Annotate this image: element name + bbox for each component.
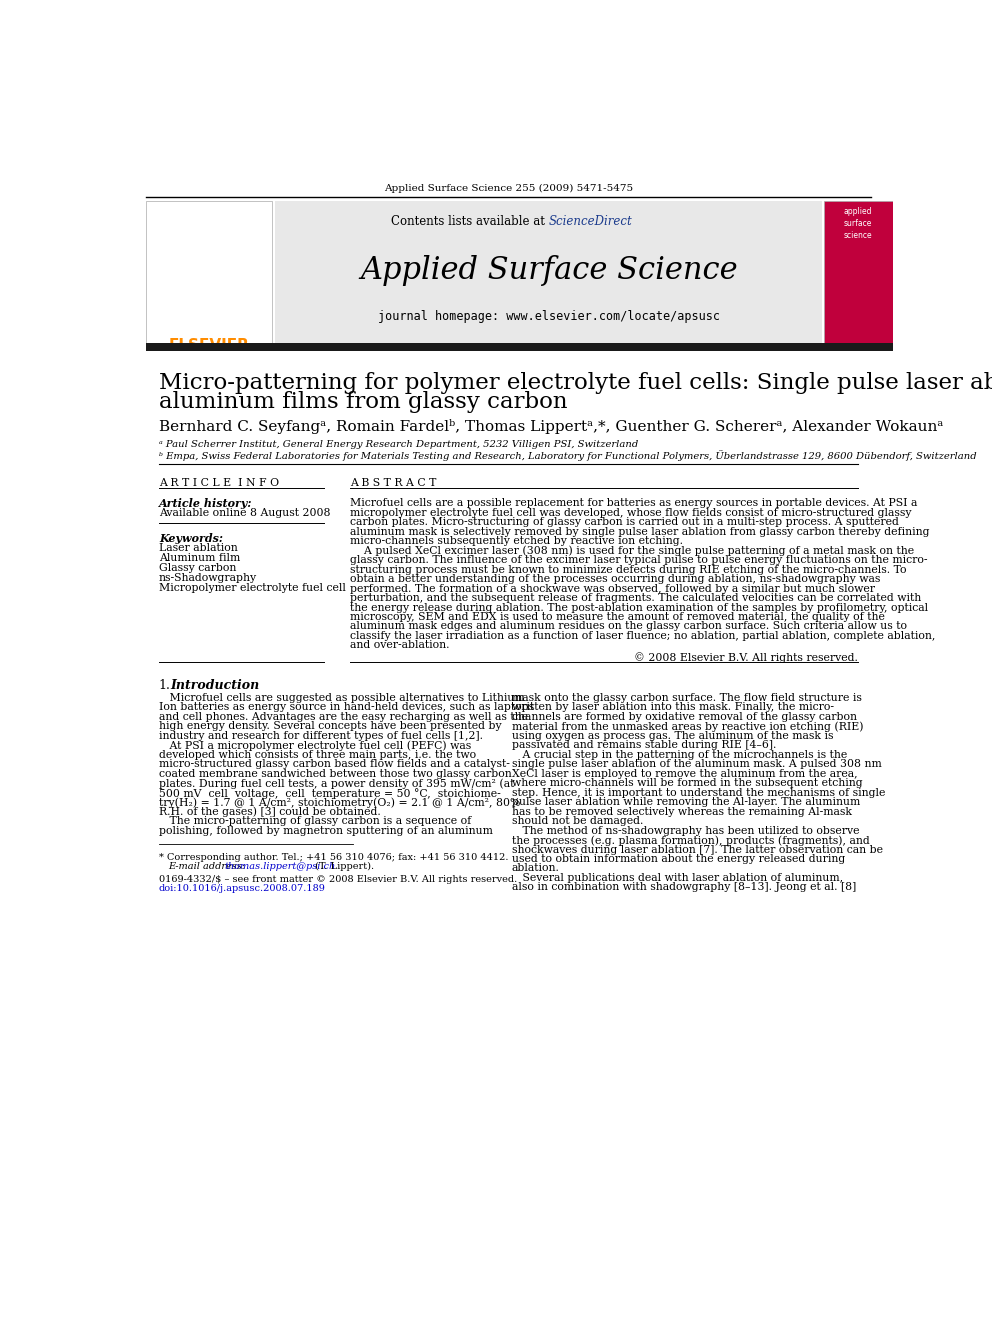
Text: The method of ns-shadowgraphy has been utilized to observe: The method of ns-shadowgraphy has been u…: [512, 826, 859, 836]
Text: XeCl laser is employed to remove the aluminum from the area,: XeCl laser is employed to remove the alu…: [512, 769, 857, 779]
Text: single pulse laser ablation of the aluminum mask. A pulsed 308 nm: single pulse laser ablation of the alumi…: [512, 759, 881, 769]
Text: aluminum mask is selectively removed by single pulse laser ablation from glassy : aluminum mask is selectively removed by …: [350, 527, 930, 537]
Text: A B S T R A C T: A B S T R A C T: [350, 479, 436, 488]
Text: Applied Surface Science 255 (2009) 5471-5475: Applied Surface Science 255 (2009) 5471-…: [384, 184, 633, 193]
Bar: [823, 201, 893, 344]
Text: At PSI a micropolymer electrolyte fuel cell (PEFC) was: At PSI a micropolymer electrolyte fuel c…: [159, 741, 471, 751]
Text: Laser ablation: Laser ablation: [159, 542, 238, 553]
Text: Glassy carbon: Glassy carbon: [159, 564, 236, 573]
Text: passivated and remains stable during RIE [4–6].: passivated and remains stable during RIE…: [512, 741, 776, 750]
Text: try(H₂) = 1.7 @ 1 A/cm², stoichiometry(O₂) = 2.1 @ 1 A/cm², 80%: try(H₂) = 1.7 @ 1 A/cm², stoichiometry(O…: [159, 798, 520, 808]
Text: structuring process must be known to minimize defects during RIE etching of the : structuring process must be known to min…: [350, 565, 907, 574]
Text: ScienceDirect: ScienceDirect: [549, 216, 633, 229]
Text: industry and research for different types of fuel cells [1,2].: industry and research for different type…: [159, 730, 483, 741]
Text: 500 mV  cell  voltage,  cell  temperature = 50 °C,  stoichiome-: 500 mV cell voltage, cell temperature = …: [159, 787, 501, 799]
Text: thomas.lippert@psi.ch: thomas.lippert@psi.ch: [225, 863, 336, 871]
Text: developed which consists of three main parts, i.e. the two: developed which consists of three main p…: [159, 750, 476, 759]
Text: material from the unmasked areas by reactive ion etching (RIE): material from the unmasked areas by reac…: [512, 721, 863, 732]
Text: glassy carbon. The influence of the excimer laser typical pulse to pulse energy : glassy carbon. The influence of the exci…: [350, 556, 928, 565]
Text: coated membrane sandwiched between those two glassy carbon: coated membrane sandwiched between those…: [159, 769, 512, 779]
Text: doi:10.1016/j.apsusc.2008.07.189: doi:10.1016/j.apsusc.2008.07.189: [159, 884, 325, 893]
Text: carbon plates. Micro-structuring of glassy carbon is carried out in a multi-step: carbon plates. Micro-structuring of glas…: [350, 517, 899, 528]
Text: Aluminum film: Aluminum film: [159, 553, 240, 564]
Text: Bernhard C. Seyfangᵃ, Romain Fardelᵇ, Thomas Lippertᵃ,*, Guenther G. Schererᵃ, A: Bernhard C. Seyfangᵃ, Romain Fardelᵇ, Th…: [159, 419, 943, 434]
Text: aluminum films from glassy carbon: aluminum films from glassy carbon: [159, 392, 567, 413]
Text: perturbation, and the subsequent release of fragments. The calculated velocities: perturbation, and the subsequent release…: [350, 593, 922, 603]
Text: the processes (e.g. plasma formation), products (fragments), and: the processes (e.g. plasma formation), p…: [512, 835, 869, 845]
Text: Applied Surface Science: Applied Surface Science: [360, 255, 737, 286]
Text: and cell phones. Advantages are the easy recharging as well as the: and cell phones. Advantages are the easy…: [159, 712, 528, 722]
Text: obtain a better understanding of the processes occurring during ablation, ns-sha: obtain a better understanding of the pro…: [350, 574, 881, 583]
Text: 0169-4332/$ – see front matter © 2008 Elsevier B.V. All rights reserved.: 0169-4332/$ – see front matter © 2008 El…: [159, 875, 517, 884]
Text: Ion batteries as energy source in hand-held devices, such as laptops: Ion batteries as energy source in hand-h…: [159, 703, 534, 713]
Text: micro-channels subsequently etched by reactive ion etching.: micro-channels subsequently etched by re…: [350, 536, 683, 546]
Text: microscopy, SEM and EDX is used to measure the amount of removed material, the q: microscopy, SEM and EDX is used to measu…: [350, 613, 885, 622]
Text: Microfuel cells are suggested as possible alternatives to Lithium: Microfuel cells are suggested as possibl…: [159, 693, 525, 703]
Text: should not be damaged.: should not be damaged.: [512, 816, 643, 826]
Text: A R T I C L E  I N F O: A R T I C L E I N F O: [159, 479, 279, 488]
Text: journal homepage: www.elsevier.com/locate/apsusc: journal homepage: www.elsevier.com/locat…: [378, 310, 720, 323]
Text: (T. Lippert).: (T. Lippert).: [311, 863, 374, 871]
Bar: [275, 201, 821, 344]
Text: the energy release during ablation. The post-ablation examination of the samples: the energy release during ablation. The …: [350, 602, 929, 613]
Text: performed. The formation of a shockwave was observed, followed by a similar but : performed. The formation of a shockwave …: [350, 583, 875, 594]
Text: used to obtain information about the energy released during: used to obtain information about the ene…: [512, 853, 845, 864]
Text: channels are formed by oxidative removal of the glassy carbon: channels are formed by oxidative removal…: [512, 712, 856, 722]
Text: plates. During fuel cell tests, a power density of 395 mW/cm² (at: plates. During fuel cell tests, a power …: [159, 778, 514, 789]
Text: aluminum mask edges and aluminum residues on the glassy carbon surface. Such cri: aluminum mask edges and aluminum residue…: [350, 622, 908, 631]
Text: mask onto the glassy carbon surface. The flow field structure is: mask onto the glassy carbon surface. The…: [512, 693, 861, 703]
Text: has to be removed selectively whereas the remaining Al-mask: has to be removed selectively whereas th…: [512, 807, 851, 816]
Text: classify the laser irradiation as a function of laser fluence; no ablation, part: classify the laser irradiation as a func…: [350, 631, 935, 640]
Text: Article history:: Article history:: [159, 499, 252, 509]
Text: * Corresponding author. Tel.; +41 56 310 4076; fax: +41 56 310 4412.: * Corresponding author. Tel.; +41 56 310…: [159, 853, 508, 861]
Text: Available online 8 August 2008: Available online 8 August 2008: [159, 508, 330, 519]
Text: E-mail address:: E-mail address:: [169, 863, 248, 871]
Text: and over-ablation.: and over-ablation.: [350, 640, 449, 651]
Text: ablation.: ablation.: [512, 864, 559, 873]
Text: A crucial step in the patterning of the microchannels is the: A crucial step in the patterning of the …: [512, 750, 847, 759]
Text: written by laser ablation into this mask. Finally, the micro-: written by laser ablation into this mask…: [512, 703, 833, 713]
Text: R.H. of the gases) [3] could be obtained.: R.H. of the gases) [3] could be obtained…: [159, 807, 381, 818]
Text: polishing, followed by magnetron sputtering of an aluminum: polishing, followed by magnetron sputter…: [159, 826, 493, 836]
Text: 1.: 1.: [159, 679, 171, 692]
Text: ᵇ Empa, Swiss Federal Laboratories for Materials Testing and Research, Laborator: ᵇ Empa, Swiss Federal Laboratories for M…: [159, 450, 976, 460]
Text: pulse laser ablation while removing the Al-layer. The aluminum: pulse laser ablation while removing the …: [512, 798, 860, 807]
Text: where micro-channels will be formed in the subsequent etching: where micro-channels will be formed in t…: [512, 778, 862, 789]
Text: A pulsed XeCl excimer laser (308 nm) is used for the single pulse patterning of : A pulsed XeCl excimer laser (308 nm) is …: [350, 545, 915, 556]
Text: ELSEVIER: ELSEVIER: [169, 339, 250, 353]
Text: high energy density. Several concepts have been presented by: high energy density. Several concepts ha…: [159, 721, 502, 732]
Text: micro-structured glassy carbon based flow fields and a catalyst-: micro-structured glassy carbon based flo…: [159, 759, 510, 769]
Text: The micro-patterning of glassy carbon is a sequence of: The micro-patterning of glassy carbon is…: [159, 816, 471, 826]
Text: Microfuel cells are a possible replacement for batteries as energy sources in po: Microfuel cells are a possible replaceme…: [350, 499, 918, 508]
Text: applied
surface
science: applied surface science: [843, 208, 872, 239]
Bar: [146, 201, 272, 344]
Text: also in combination with shadowgraphy [8–13]. Jeong et al. [8]: also in combination with shadowgraphy [8…: [512, 882, 856, 893]
Text: step. Hence, it is important to understand the mechanisms of single: step. Hence, it is important to understa…: [512, 787, 885, 798]
Text: Introduction: Introduction: [171, 679, 260, 692]
Text: Micro-patterning for polymer electrolyte fuel cells: Single pulse laser ablation: Micro-patterning for polymer electrolyte…: [159, 372, 992, 394]
Text: using oxygen as process gas. The aluminum of the mask is: using oxygen as process gas. The aluminu…: [512, 730, 833, 741]
Text: micropolymer electrolyte fuel cell was developed, whose flow fields consist of m: micropolymer electrolyte fuel cell was d…: [350, 508, 912, 517]
Text: Contents lists available at: Contents lists available at: [391, 216, 549, 229]
Text: Several publications deal with laser ablation of aluminum,: Several publications deal with laser abl…: [512, 873, 842, 882]
Text: Keywords:: Keywords:: [159, 533, 223, 544]
Text: ᵃ Paul Scherrer Institut, General Energy Research Department, 5232 Villigen PSI,: ᵃ Paul Scherrer Institut, General Energy…: [159, 439, 638, 448]
Text: ns-Shadowgraphy: ns-Shadowgraphy: [159, 573, 257, 583]
Text: © 2008 Elsevier B.V. All rights reserved.: © 2008 Elsevier B.V. All rights reserved…: [634, 652, 858, 663]
Bar: [146, 343, 893, 352]
Text: shockwaves during laser ablation [7]. The latter observation can be: shockwaves during laser ablation [7]. Th…: [512, 844, 883, 855]
Text: Micropolymer electrolyte fuel cell: Micropolymer electrolyte fuel cell: [159, 583, 346, 593]
